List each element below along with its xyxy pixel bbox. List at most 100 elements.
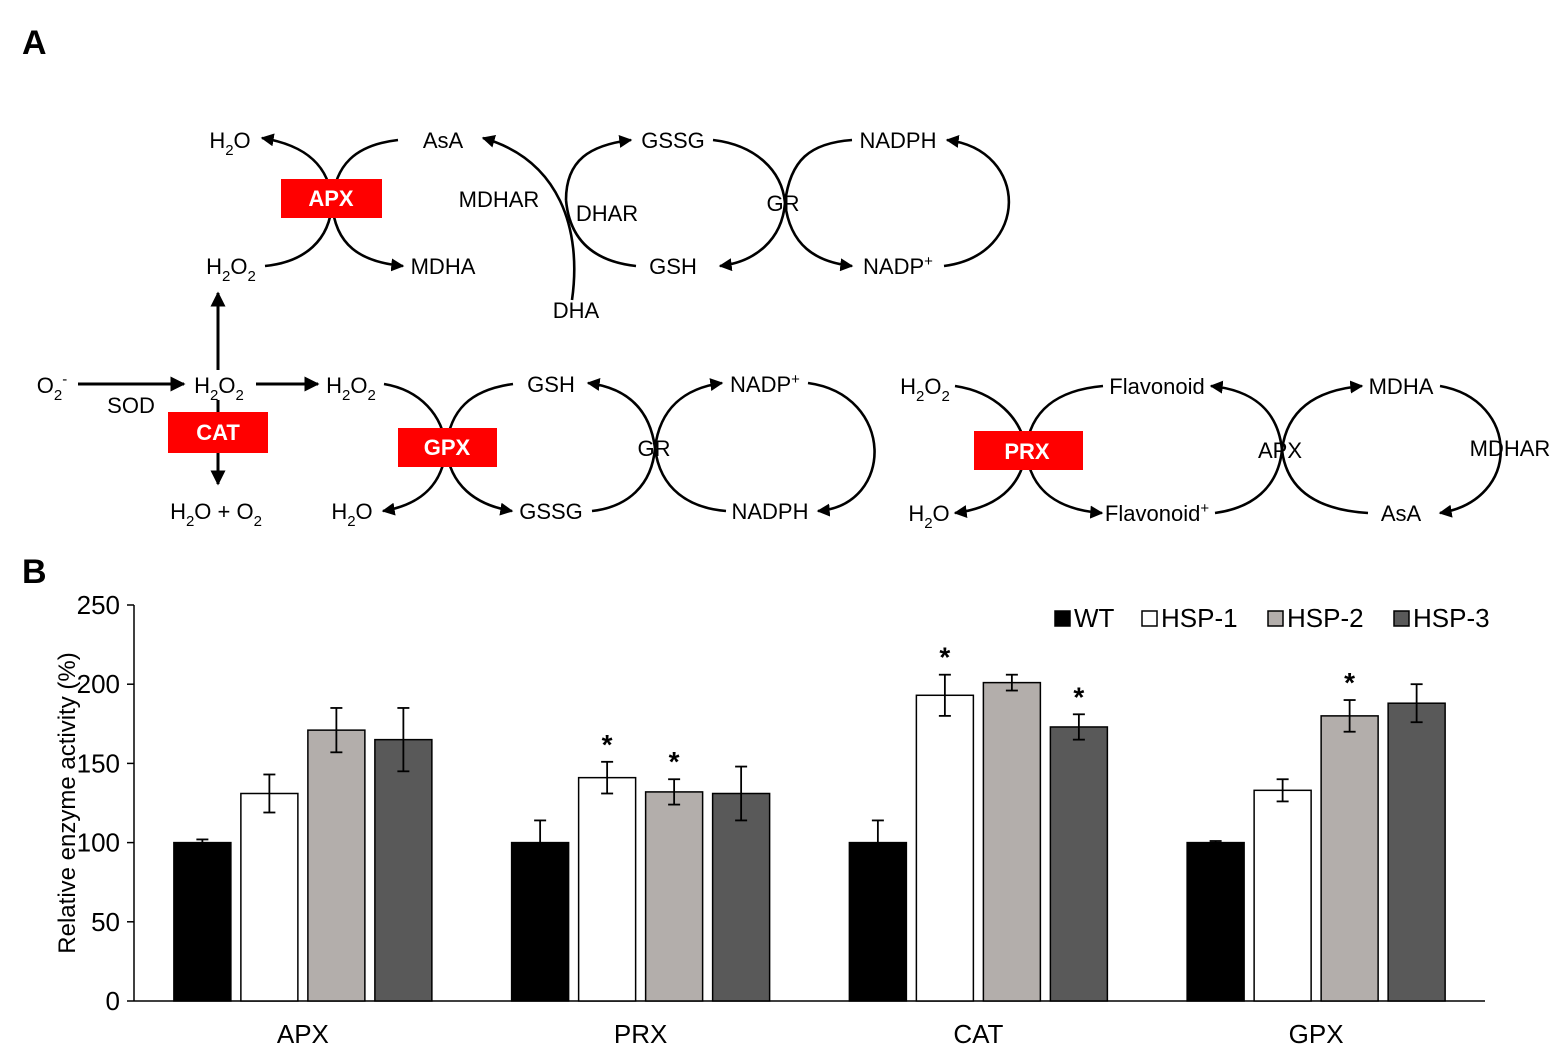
- label-asa-prx: AsA: [1381, 501, 1422, 526]
- bar-chart: 0 50 100 150 200 250 Relative enzyme activity …: [54, 590, 1490, 1049]
- label-gsh-top: GSH: [649, 254, 697, 279]
- label-nadp-top: NADP+: [863, 253, 933, 279]
- label-mdhar-prx: MDHAR: [1470, 436, 1551, 461]
- arc-gr-gsh: [718, 202, 787, 272]
- bar: [1387, 702, 1446, 1002]
- bar: [307, 729, 366, 1002]
- arc-apx2-mdha: [1280, 380, 1364, 451]
- arc-gr-nadph: [783, 138, 853, 204]
- cat-enzyme-box: [168, 412, 268, 453]
- bar: [374, 738, 433, 1002]
- label-h2o-o2: H2O + O2: [170, 499, 262, 530]
- sod-cat-branch: CAT O2- SOD H2O2 H2O + O2: [37, 291, 320, 530]
- apx-enzyme-label: APX: [308, 186, 354, 211]
- bar: [848, 841, 908, 1002]
- y-tick-label: 0: [106, 986, 120, 1016]
- prx-cycle: PRX H2O2 H2O Flavonoid Flavonoid+ APX MD…: [900, 374, 1550, 532]
- prx-enzyme-label: PRX: [1004, 439, 1050, 464]
- arc-gr2-nadph: [653, 447, 727, 513]
- significance-marker: *: [939, 642, 950, 673]
- label-asa-top: AsA: [423, 128, 464, 153]
- label-gssg-gpx: GSSG: [519, 499, 583, 524]
- legend-swatch: [1267, 610, 1284, 627]
- label-apx-prx: APX: [1258, 438, 1302, 463]
- label-h2o2-prx: H2O2: [900, 374, 950, 405]
- label-dhar: DHAR: [576, 201, 638, 226]
- arc-dhar-main: [481, 134, 576, 301]
- arc-dhar-gssg: [564, 134, 633, 201]
- bar: [1049, 726, 1109, 1002]
- apx-enzyme-box: [281, 179, 382, 218]
- label-h2o-gpx: H2O: [331, 499, 372, 530]
- y-tick-label: 200: [77, 669, 120, 699]
- y-tick-label: 50: [91, 907, 120, 937]
- significance-marker: *: [1073, 681, 1084, 712]
- bar: [510, 841, 570, 1002]
- arc-gr2-nadp: [653, 378, 724, 449]
- bar: [711, 792, 771, 1002]
- arc-gr-gssg: [712, 138, 787, 204]
- significance-marker: *: [602, 729, 613, 760]
- x-tick-label: PRX: [614, 1019, 667, 1049]
- gpx-enzyme-box: [398, 428, 497, 467]
- arc-gr2-gssg: [591, 447, 657, 513]
- label-gr-gpx: GR: [638, 436, 671, 461]
- label-dha: DHA: [553, 298, 600, 323]
- label-nadph-top: NADPH: [859, 128, 936, 153]
- bar: [173, 841, 232, 1002]
- y-tick-label: 150: [77, 748, 120, 778]
- y-tick-label: 250: [77, 590, 120, 620]
- arc-nadp-to-nadph-2: [807, 381, 876, 517]
- legend-swatch: [1141, 610, 1158, 627]
- arc-mdha-to-asa: [1438, 384, 1502, 518]
- legend-label: WT: [1074, 603, 1115, 633]
- legend-label: HSP-3: [1413, 603, 1490, 633]
- gpx-cycle: GPX H2O2 H2O GSH GSSG GR NADP+ NADPH: [326, 371, 876, 530]
- label-gsh-gpx: GSH: [527, 372, 575, 397]
- label-h2o2-top: H2O2: [206, 254, 256, 285]
- cat-enzyme-label: CAT: [196, 420, 240, 445]
- label-o2-minus: O2-: [37, 371, 67, 404]
- bar: [644, 791, 704, 1002]
- label-h2o-top: H2O: [209, 128, 250, 159]
- bar: [982, 681, 1042, 1002]
- legend-label: HSP-2: [1287, 603, 1364, 633]
- label-flavonoid-plus: Flavonoid+: [1105, 500, 1209, 526]
- bar: [240, 792, 299, 1002]
- prx-enzyme-box: [974, 431, 1083, 470]
- arc-apx2-asa: [1280, 449, 1369, 515]
- significance-marker: *: [669, 746, 680, 777]
- label-mdha-prx: MDHA: [1369, 374, 1434, 399]
- x-tick-label: CAT: [953, 1019, 1003, 1049]
- significance-marker: *: [1344, 667, 1355, 698]
- arc-gr2-gsh: [586, 378, 657, 449]
- bar: [1186, 841, 1245, 1002]
- arc-gr-nadp: [783, 202, 854, 272]
- arc-apx2-flavonoid-plus: [1214, 449, 1284, 515]
- legend-swatch: [1393, 610, 1410, 627]
- y-tick-label: 100: [77, 828, 120, 858]
- panel-b-label: B: [22, 553, 47, 591]
- label-mdhar-top: MDHAR: [459, 187, 540, 212]
- arc-apx2-flavonoid: [1209, 380, 1284, 451]
- bar: [577, 776, 637, 1002]
- y-axis-title: Relative enzyme activity (%): [54, 652, 81, 953]
- label-flavonoid: Flavonoid: [1109, 374, 1204, 399]
- label-h2o-prx: H2O: [908, 501, 949, 532]
- apx-cycle: APX H2O H2O2 AsA MDHA MDHAR DHAR DHA GSS…: [206, 128, 1011, 323]
- panel-a-label: A: [22, 24, 47, 62]
- gpx-enzyme-label: GPX: [424, 435, 471, 460]
- label-gr-top: GR: [767, 191, 800, 216]
- label-nadph-gpx: NADPH: [731, 499, 808, 524]
- label-sod: SOD: [107, 393, 155, 418]
- x-tick-label: GPX: [1289, 1019, 1344, 1049]
- arc-nadp-to-nadph: [943, 134, 1011, 268]
- bar: [915, 694, 975, 1002]
- label-h2o2-gpx: H2O2: [326, 373, 376, 404]
- label-nadp-gpx: NADP+: [730, 371, 800, 397]
- legend-swatch: [1054, 610, 1071, 627]
- x-tick-label: APX: [277, 1019, 329, 1049]
- label-h2o2-center: H2O2: [194, 373, 244, 404]
- bar: [1253, 789, 1312, 1002]
